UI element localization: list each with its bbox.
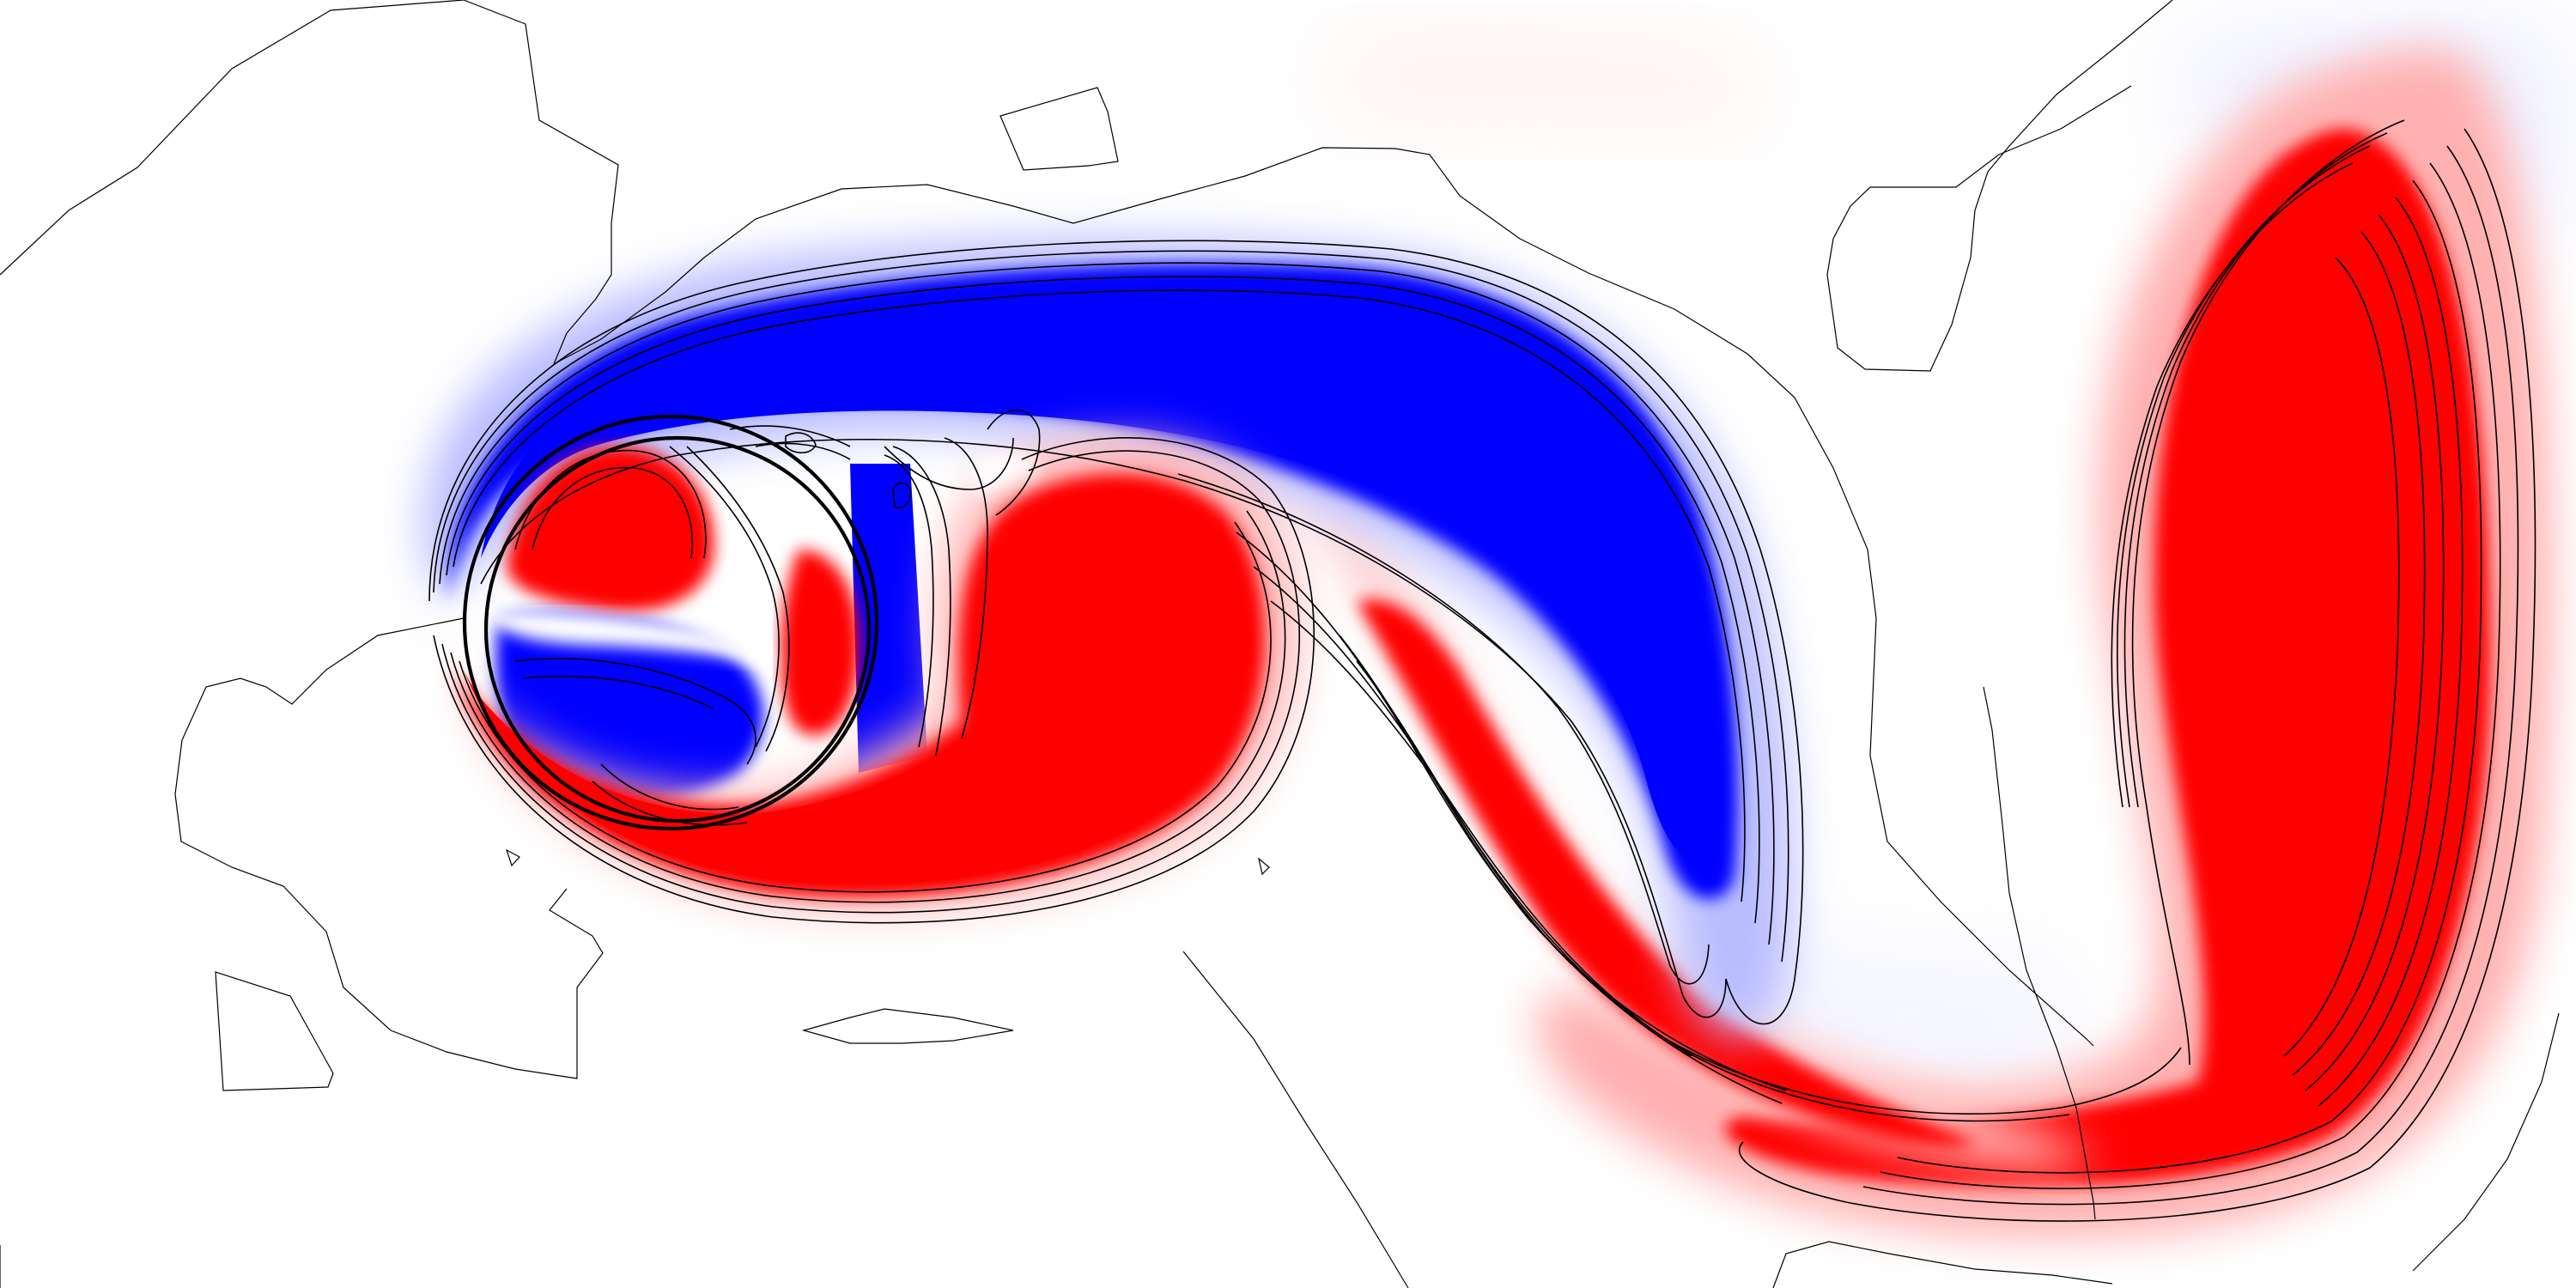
positive-shear-tail bbox=[1288, 481, 2095, 1168]
positive-vortex-lower bbox=[438, 440, 1297, 907]
zero-vorticity-channels bbox=[481, 451, 1039, 665]
negative-vortex-sheet bbox=[424, 238, 1793, 1036]
cylinder-body bbox=[462, 414, 879, 831]
vorticity-contour-lines bbox=[428, 119, 2537, 1222]
